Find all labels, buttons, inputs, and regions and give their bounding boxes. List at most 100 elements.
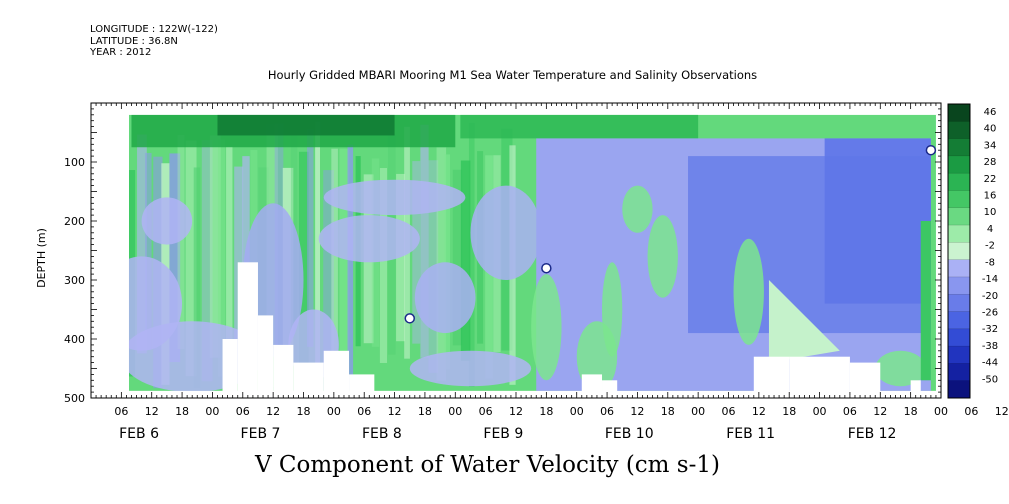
colorbar-swatch: [948, 155, 970, 174]
x-day-label: FEB 7: [241, 426, 281, 442]
x-tick-label: 12: [509, 405, 523, 418]
colorbar-label: 10: [984, 207, 997, 218]
x-tick-label: 18: [418, 405, 432, 418]
x-tick-label: 18: [175, 405, 189, 418]
field-streak: [396, 173, 406, 342]
x-tick-label: 18: [661, 405, 675, 418]
x-day-label: FEB 8: [362, 426, 402, 442]
field-blob: [733, 238, 764, 345]
field-streak: [307, 129, 314, 347]
field-blob: [409, 350, 532, 387]
x-tick-label: 18: [539, 405, 553, 418]
x-day-label: FEB 12: [848, 426, 897, 442]
missing-data: [92, 104, 129, 397]
colorbar-frame: [947, 103, 971, 399]
field-blob: [647, 215, 678, 298]
colorbar-label: 22: [984, 174, 997, 185]
latitude-label: LATITUDE : 36.8N: [90, 35, 178, 47]
missing-data: [257, 315, 274, 392]
colorbar-swatch: [948, 276, 970, 295]
missing-sample-dot: [404, 313, 415, 324]
y-tick-label: 500: [64, 392, 85, 405]
colorbar-swatch: [948, 173, 970, 191]
edge-streak: [920, 221, 931, 381]
field-blob: [531, 274, 562, 381]
x-tick-label: 06: [964, 405, 978, 418]
missing-sample-dot: [541, 262, 552, 274]
colorbar-label: 16: [984, 191, 997, 202]
y-tick-label: 100: [64, 156, 85, 169]
y-axis-label: DEPTH (m): [35, 228, 48, 288]
x-tick-label: 00: [570, 405, 584, 418]
colorbar-swatch: [948, 311, 970, 330]
x-tick-label: 18: [297, 405, 311, 418]
field-blob: [622, 185, 653, 233]
x-tick-label: 00: [205, 405, 219, 418]
x-tick-label: 00: [813, 405, 827, 418]
year-label: YEAR : 2012: [90, 47, 152, 58]
colorbar-swatch: [948, 328, 970, 347]
colorbar-swatch: [948, 207, 970, 226]
field-streak: [460, 160, 471, 361]
colorbar-label: 40: [984, 124, 997, 135]
field-streak: [323, 170, 334, 390]
colorbar-swatch: [948, 294, 970, 313]
field-streak: [177, 134, 185, 350]
missing-data: [935, 114, 941, 392]
x-tick-label: 06: [236, 405, 250, 418]
missing-data: [273, 344, 294, 392]
field-streak: [185, 140, 197, 377]
missing-sample-dot: [925, 144, 937, 156]
heatmap-field: [92, 104, 942, 397]
longitude-label: LONGITUDE : 122W(-122): [90, 24, 218, 35]
missing-data: [910, 380, 921, 392]
field-blob: [414, 262, 476, 334]
x-tick-label: 18: [782, 405, 796, 418]
colorbar-label: -32: [982, 324, 998, 335]
field-streak: [420, 124, 429, 358]
x-tick-label: 06: [722, 405, 736, 418]
colorbar-label: -50: [982, 374, 998, 385]
x-tick-label: 12: [145, 405, 159, 418]
field-blob: [470, 185, 542, 280]
y-tick-label: 400: [64, 333, 85, 346]
x-tick-label: 00: [327, 405, 341, 418]
colorbar-label: -14: [982, 274, 998, 285]
x-tick-label: 06: [600, 405, 614, 418]
field-streak: [315, 121, 321, 367]
plot-axes: 06 12 18 00 06 12 18 00 06 12 18 00 06 12 18 00 06 12 18 00…: [64, 102, 1009, 442]
field-streak: [145, 152, 152, 351]
x-tick-label: 00: [934, 405, 948, 418]
colorbar-swatch: [948, 363, 970, 382]
field-streak: [339, 148, 350, 389]
y-tick-label: 300: [64, 274, 85, 287]
dataset-metadata: LONGITUDE : 122W(-122) LATITUDE : 36.8N …: [90, 24, 218, 59]
x-tick-label: 12: [752, 405, 766, 418]
colorbar-label: -20: [982, 291, 998, 302]
missing-data: [789, 356, 850, 392]
field-blob: [875, 350, 926, 387]
field-streak: [298, 151, 309, 380]
field-blob: [141, 197, 193, 245]
colorbar-label: 46: [984, 107, 997, 118]
colorbar-label: 34: [984, 140, 997, 151]
y-tick-label: 200: [64, 215, 85, 228]
field-streak: [468, 122, 475, 387]
colorbar-label: -44: [982, 358, 998, 369]
variable-title: V Component of Water Velocity (cm s-1): [255, 452, 720, 478]
field-wedge: [768, 280, 840, 363]
x-day-label: FEB 9: [483, 426, 523, 442]
colorbar-swatch: [948, 104, 970, 122]
x-tick-label: 12: [266, 405, 280, 418]
colorbar-label: 4: [987, 224, 993, 235]
missing-data: [581, 374, 603, 392]
colorbar-swatch: [948, 242, 970, 261]
colorbar-label: -38: [982, 341, 998, 352]
missing-data: [92, 104, 940, 115]
field-streak: [137, 134, 147, 354]
field-streak: [379, 168, 388, 363]
missing-data: [849, 362, 881, 392]
field-streak: [209, 135, 221, 358]
x-tick-label: 00: [448, 405, 462, 418]
missing-data: [222, 339, 238, 392]
